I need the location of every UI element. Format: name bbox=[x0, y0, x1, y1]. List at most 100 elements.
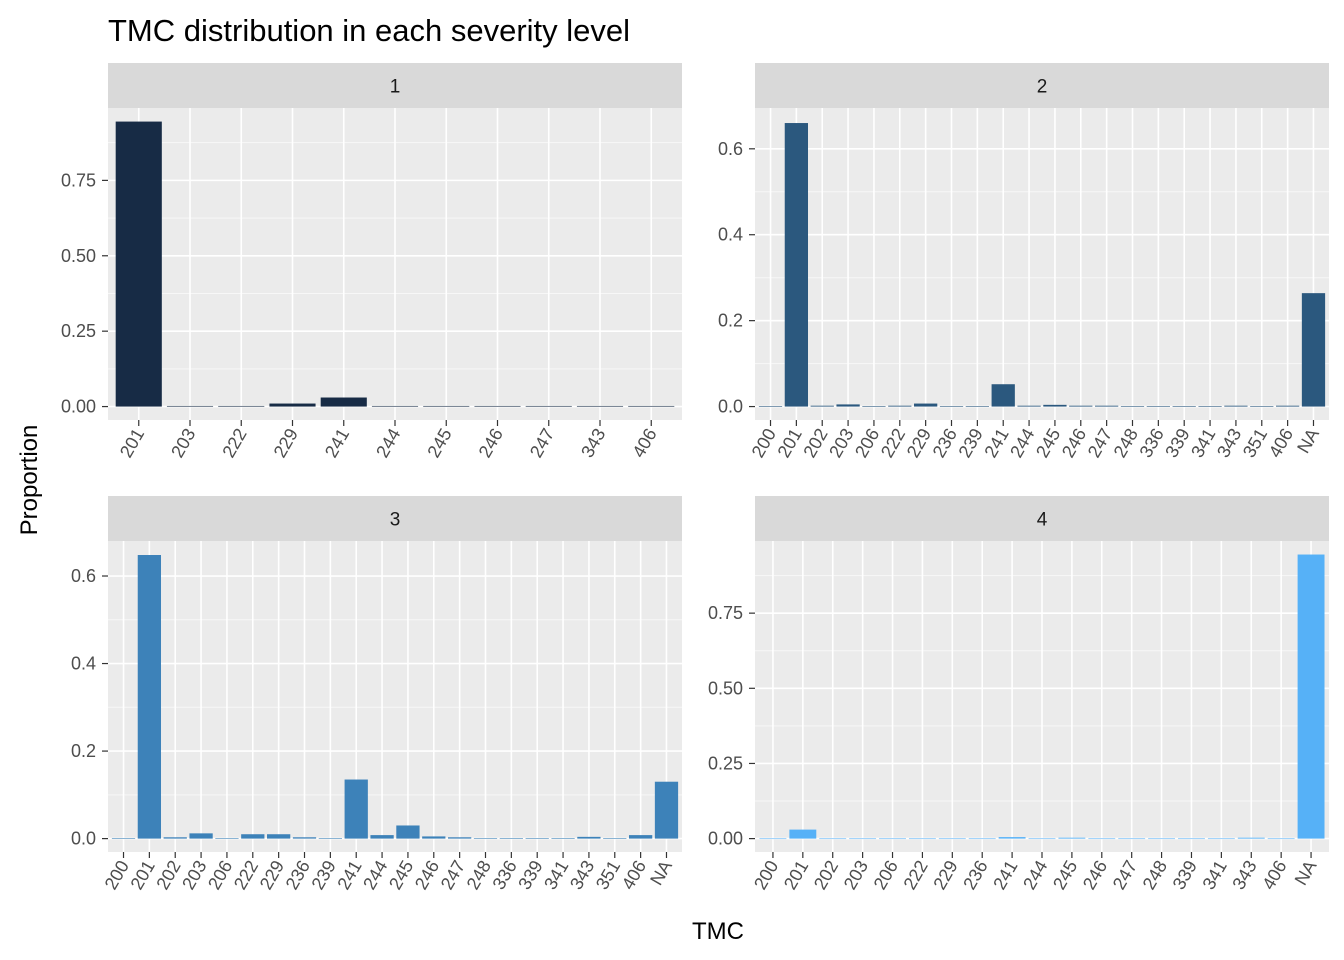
x-tick-label: 248 bbox=[463, 857, 495, 893]
bar-201 bbox=[137, 555, 162, 839]
bar-NA bbox=[654, 781, 679, 839]
x-tick-label: 341 bbox=[1187, 425, 1219, 461]
x-tick-label: 339 bbox=[1169, 857, 1201, 893]
bar-244 bbox=[371, 405, 419, 407]
bar-206 bbox=[215, 838, 239, 839]
bar-229 bbox=[267, 834, 291, 839]
x-tick-label: 341 bbox=[540, 857, 572, 893]
bar-406 bbox=[1267, 838, 1295, 840]
bar-245 bbox=[1043, 404, 1067, 407]
x-tick-label: 244 bbox=[359, 857, 391, 893]
x-tick-label: 343 bbox=[566, 857, 598, 893]
x-tick-label: 241 bbox=[333, 857, 365, 893]
bar-239 bbox=[318, 838, 342, 839]
x-tick-label: 247 bbox=[1109, 857, 1141, 893]
x-tick-label: 206 bbox=[870, 857, 902, 893]
x-tick-label: NA bbox=[646, 857, 676, 889]
x-tick-label: 246 bbox=[1079, 857, 1111, 893]
x-tick-label: 245 bbox=[1049, 857, 1081, 893]
bar-245 bbox=[1058, 837, 1086, 839]
bar-341 bbox=[1198, 406, 1222, 407]
facet-strip-label: 4 bbox=[1037, 510, 1048, 531]
facet-strip-label: 1 bbox=[390, 77, 401, 98]
x-tick-label: 203 bbox=[840, 857, 872, 893]
y-tick-label: 0.6 bbox=[71, 566, 96, 586]
x-tick-label: 200 bbox=[750, 857, 782, 893]
x-tick-label: 343 bbox=[577, 425, 609, 461]
y-tick-label: 0.25 bbox=[61, 321, 96, 341]
bar-343 bbox=[576, 405, 624, 407]
x-tick-label: NA bbox=[1293, 425, 1323, 457]
bar-244 bbox=[1028, 838, 1056, 840]
bar-336 bbox=[499, 838, 523, 839]
x-tick-label: 203 bbox=[825, 425, 857, 461]
bar-245 bbox=[423, 405, 470, 407]
bar-202 bbox=[810, 405, 834, 407]
x-tick-label: 206 bbox=[851, 425, 883, 461]
bar-241 bbox=[991, 384, 1015, 407]
bar-341 bbox=[1207, 838, 1235, 840]
y-tick-label: 0.50 bbox=[61, 246, 96, 266]
bar-336 bbox=[1146, 406, 1170, 407]
bar-236 bbox=[968, 838, 996, 840]
x-tick-label: 245 bbox=[423, 425, 455, 461]
x-tick-label: 341 bbox=[1198, 857, 1230, 893]
x-tick-label: 229 bbox=[903, 425, 935, 461]
y-tick-label: 0.75 bbox=[61, 170, 96, 190]
bar-248 bbox=[1120, 406, 1145, 407]
bar-246 bbox=[1069, 405, 1093, 407]
x-axis-title: TMC bbox=[692, 918, 744, 945]
y-tick-label: 0.50 bbox=[708, 678, 743, 698]
facet-panel-1: 1 0.00 0.25 0.50 0.75 201 203 222 229 241 244 245 24… bbox=[61, 63, 682, 461]
x-tick-label: 202 bbox=[810, 857, 842, 893]
bar-339 bbox=[1178, 838, 1205, 840]
x-tick-label: 222 bbox=[230, 857, 262, 893]
bar-343 bbox=[577, 836, 601, 839]
x-tick-label: 246 bbox=[475, 425, 507, 461]
bar-343 bbox=[1237, 837, 1265, 839]
bar-248 bbox=[473, 838, 498, 839]
x-tick-label: 244 bbox=[372, 425, 404, 461]
x-tick-label: 236 bbox=[929, 425, 961, 461]
x-tick-label: 229 bbox=[270, 425, 302, 461]
x-tick-label: 222 bbox=[900, 857, 932, 893]
x-tick-label: 236 bbox=[282, 857, 314, 893]
x-tick-label: 339 bbox=[514, 857, 546, 893]
y-tick-label: 0.25 bbox=[708, 753, 743, 773]
x-tick-label: 239 bbox=[307, 857, 339, 893]
bar-343 bbox=[1224, 405, 1248, 407]
x-tick-label: 201 bbox=[116, 425, 148, 461]
bar-241 bbox=[998, 837, 1026, 839]
x-tick-label: 241 bbox=[321, 425, 353, 461]
bar-245 bbox=[396, 825, 420, 839]
bar-351 bbox=[1250, 406, 1274, 407]
y-tick-label: 0.0 bbox=[71, 829, 96, 849]
bar-244 bbox=[370, 835, 394, 839]
bar-201 bbox=[784, 123, 809, 407]
bar-222 bbox=[241, 834, 265, 839]
bar-406 bbox=[628, 835, 653, 839]
bar-202 bbox=[163, 837, 187, 839]
bar-247 bbox=[1118, 838, 1146, 840]
y-tick-label: 0.00 bbox=[708, 829, 743, 849]
x-tick-label: 246 bbox=[411, 857, 443, 893]
bar-206 bbox=[879, 838, 906, 840]
bar-236 bbox=[292, 837, 317, 839]
bar-339 bbox=[1172, 406, 1196, 407]
x-tick-label: 222 bbox=[877, 425, 909, 461]
bar-236 bbox=[939, 406, 964, 407]
x-tick-label: 351 bbox=[1239, 425, 1271, 461]
x-tick-label: 201 bbox=[780, 857, 812, 893]
y-tick-label: 0.6 bbox=[718, 139, 743, 159]
x-tick-label: 248 bbox=[1110, 425, 1142, 461]
plot-panel bbox=[755, 108, 1329, 420]
bar-246 bbox=[422, 836, 446, 839]
plot-panel bbox=[108, 541, 682, 852]
bar-206 bbox=[862, 406, 886, 407]
facet-strip bbox=[108, 63, 682, 108]
y-tick-label: 0.00 bbox=[61, 397, 96, 417]
x-tick-label: 247 bbox=[437, 857, 469, 893]
x-tick-label: 201 bbox=[773, 425, 805, 461]
bar-341 bbox=[551, 838, 575, 839]
facet-strip bbox=[755, 496, 1329, 541]
